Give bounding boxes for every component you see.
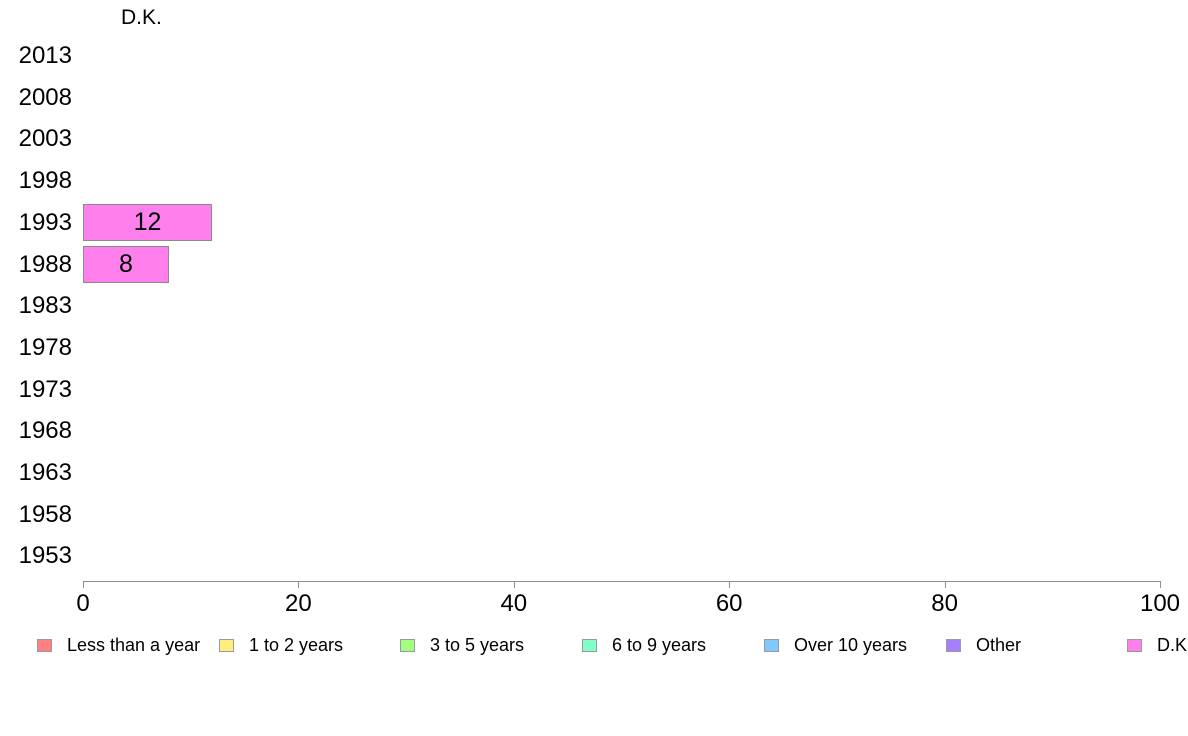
x-axis-tick: [729, 581, 731, 588]
y-axis-label: 1978: [18, 333, 72, 361]
legend-label: 1 to 2 years: [249, 634, 344, 655]
x-axis-tick-label: 40: [500, 590, 528, 617]
legend-label: Other: [976, 634, 1022, 655]
legend-swatch-icon: [37, 638, 52, 652]
legend-swatch-icon: [219, 638, 234, 652]
x-axis-tick-label: 100: [1139, 590, 1181, 617]
legend-swatch-icon: [1127, 638, 1142, 652]
y-axis-label: 2008: [18, 83, 72, 111]
y-axis-label: 1983: [18, 292, 72, 320]
y-axis-label: 1958: [18, 500, 72, 528]
x-axis-tick: [944, 581, 946, 588]
legend-label: Over 10 years: [794, 634, 908, 655]
x-axis-tick: [1160, 581, 1161, 588]
y-axis-label: 1968: [18, 417, 72, 445]
legend-label: 6 to 9 years: [612, 634, 707, 655]
y-axis-label: 1973: [18, 375, 72, 403]
y-axis-label: 1998: [18, 167, 72, 195]
legend-item: 3 to 5 years: [400, 635, 524, 655]
chart-title: D.K.: [121, 6, 162, 29]
x-axis-tick: [298, 581, 300, 588]
legend-label: D.K.: [1157, 634, 1188, 655]
legend-item: Over 10 years: [764, 635, 907, 655]
legend-item: 1 to 2 years: [219, 635, 343, 655]
x-axis-line: [83, 581, 1160, 582]
x-axis-tick-label: 20: [285, 590, 312, 617]
legend-label: 3 to 5 years: [430, 634, 525, 655]
legend-swatch-icon: [582, 638, 597, 652]
legend-item: Other: [946, 635, 1021, 655]
legend-swatch-icon: [400, 638, 415, 652]
bar-value-label: 12: [133, 208, 162, 237]
legend-swatch-icon: [764, 638, 779, 652]
y-axis-label: 2013: [18, 42, 72, 69]
y-axis-label: 1988: [18, 250, 72, 278]
y-axis-label: 2003: [18, 125, 72, 153]
y-axis-label: 1993: [18, 208, 72, 236]
x-axis-tick: [83, 581, 84, 588]
legend-swatch-icon: [946, 638, 961, 652]
bar-1993: 12: [83, 204, 212, 242]
bar-value-label: 8: [119, 250, 133, 278]
y-axis-label: 1963: [18, 459, 72, 486]
x-axis-tick: [513, 581, 515, 588]
legend-item: 6 to 9 years: [582, 635, 706, 655]
x-axis-tick-label: 60: [715, 590, 743, 617]
legend-item: Less than a year: [37, 635, 200, 655]
y-axis-label: 1953: [18, 542, 72, 570]
x-axis-tick-label: 0: [76, 590, 90, 617]
legend-item: D.K.: [1127, 635, 1188, 655]
x-axis-tick-label: 80: [931, 590, 958, 617]
bar-1988: 8: [83, 246, 169, 283]
legend-label: Less than a year: [67, 634, 201, 655]
